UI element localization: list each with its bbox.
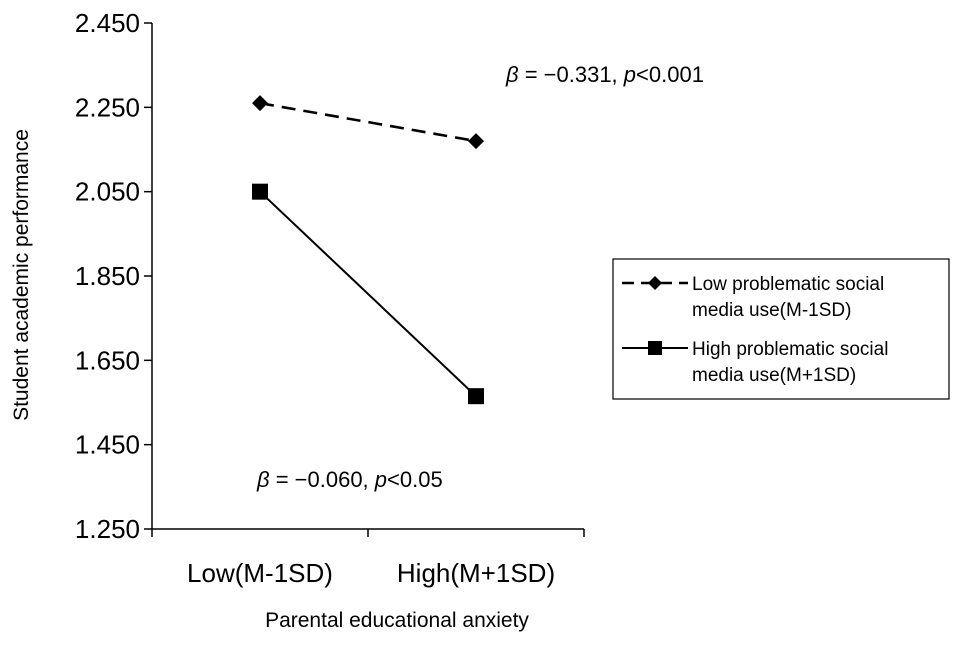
x-tick-label: High(M+1SD) <box>397 558 555 588</box>
legend-item-high: High problematic social media use(M+1SD) <box>622 339 888 386</box>
p-symbol: p <box>374 467 387 492</box>
y-tick-label: 2.450 <box>75 8 140 38</box>
legend: Low problematic social media use(M-1SD) … <box>612 258 950 400</box>
y-axis: 2.450 2.250 2.050 1.850 1.650 1.450 1.250 <box>75 8 153 544</box>
legend-square-marker <box>648 341 662 355</box>
x-tick-label: Low(M-1SD) <box>187 558 333 588</box>
p-value: <0.001 <box>636 62 704 87</box>
beta-symbol: β <box>256 467 270 492</box>
legend-item-low: Low problematic social media use(M-1SD) <box>622 274 884 321</box>
y-tick-label: 1.250 <box>75 514 140 544</box>
series-low <box>252 95 484 150</box>
legend-label-high-line2: media use(M+1SD) <box>692 365 856 386</box>
y-tick-label: 1.650 <box>75 345 140 375</box>
legend-label-low-line2: media use(M-1SD) <box>692 300 851 321</box>
legend-diamond-marker <box>648 276 662 290</box>
beta-value: = −0.060, <box>270 467 375 492</box>
annotation-low-series: β = −0.331, p<0.001 <box>505 62 704 87</box>
y-tick-label: 2.050 <box>75 177 140 207</box>
y-tick-label: 1.450 <box>75 430 140 460</box>
data-point-diamond <box>252 95 268 112</box>
x-axis: Low(M-1SD) High(M+1SD) <box>151 528 585 588</box>
annotation-high-series: β = −0.060, p<0.05 <box>256 467 443 492</box>
series-line <box>259 101 477 143</box>
data-point-diamond <box>468 133 484 150</box>
y-axis-title: Student academic performance <box>10 129 33 421</box>
x-axis-title: Parental educational anxiety <box>265 609 529 632</box>
p-value: <0.05 <box>387 467 443 492</box>
series-group <box>252 95 484 405</box>
y-tick-label: 2.250 <box>75 92 140 122</box>
data-point-square <box>252 183 268 200</box>
beta-value: = −0.331, <box>519 62 624 87</box>
y-tick-label: 1.850 <box>75 261 140 291</box>
series-high <box>252 183 484 405</box>
legend-label-low-line1: Low problematic social <box>692 274 884 295</box>
legend-label-high-line1: High problematic social <box>692 339 888 360</box>
beta-symbol: β <box>505 62 519 87</box>
data-point-square <box>468 388 484 405</box>
p-symbol: p <box>623 62 636 87</box>
series-line <box>259 190 477 397</box>
